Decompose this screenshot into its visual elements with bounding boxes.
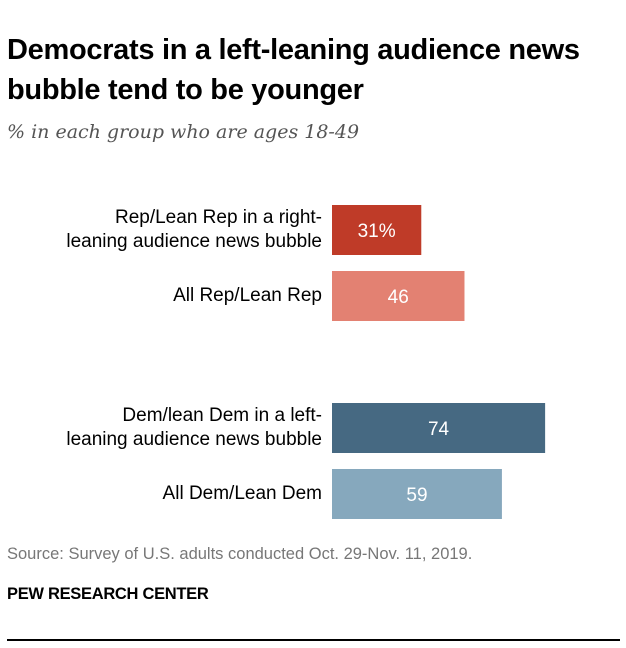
category-label-all-rep: All Rep/Lean Rep bbox=[173, 284, 322, 308]
category-label-line: Rep/Lean Rep in a right- bbox=[114, 207, 322, 228]
category-label-rep-bubble: Rep/Lean Rep in a right- leaning audienc… bbox=[66, 206, 322, 254]
bottom-rule bbox=[7, 639, 620, 641]
bar-value-label-0: 31% bbox=[358, 221, 396, 242]
category-label-line: Dem/lean Dem in a left- bbox=[122, 405, 322, 426]
category-label-all-dem: All Dem/Lean Dem bbox=[163, 482, 322, 506]
category-label-line: All Dem/Lean Dem bbox=[162, 483, 322, 504]
category-label-line: leaning audience news bubble bbox=[66, 231, 322, 252]
category-label-line: leaning audience news bubble bbox=[66, 429, 322, 450]
chart-title: Democrats in a left-leaning audience new… bbox=[7, 34, 580, 106]
category-label-dem-bubble: Dem/lean Dem in a left- leaning audience… bbox=[66, 404, 322, 452]
chart-subtitle: % in each group who are ages 18-49 bbox=[7, 121, 360, 143]
bar-value-label-2: 74 bbox=[428, 419, 450, 440]
source-note: Source: Survey of U.S. adults conducted … bbox=[7, 545, 473, 563]
brand-name: PEW RESEARCH CENTER bbox=[7, 585, 209, 603]
bar-2 bbox=[332, 403, 546, 453]
bar-0 bbox=[332, 205, 422, 255]
bar-value-label-3: 59 bbox=[406, 485, 427, 506]
bar-3 bbox=[332, 469, 502, 519]
bar-1 bbox=[332, 271, 465, 321]
bar-value-label-1: 46 bbox=[388, 287, 409, 308]
category-label-line: All Rep/Lean Rep bbox=[173, 285, 322, 306]
